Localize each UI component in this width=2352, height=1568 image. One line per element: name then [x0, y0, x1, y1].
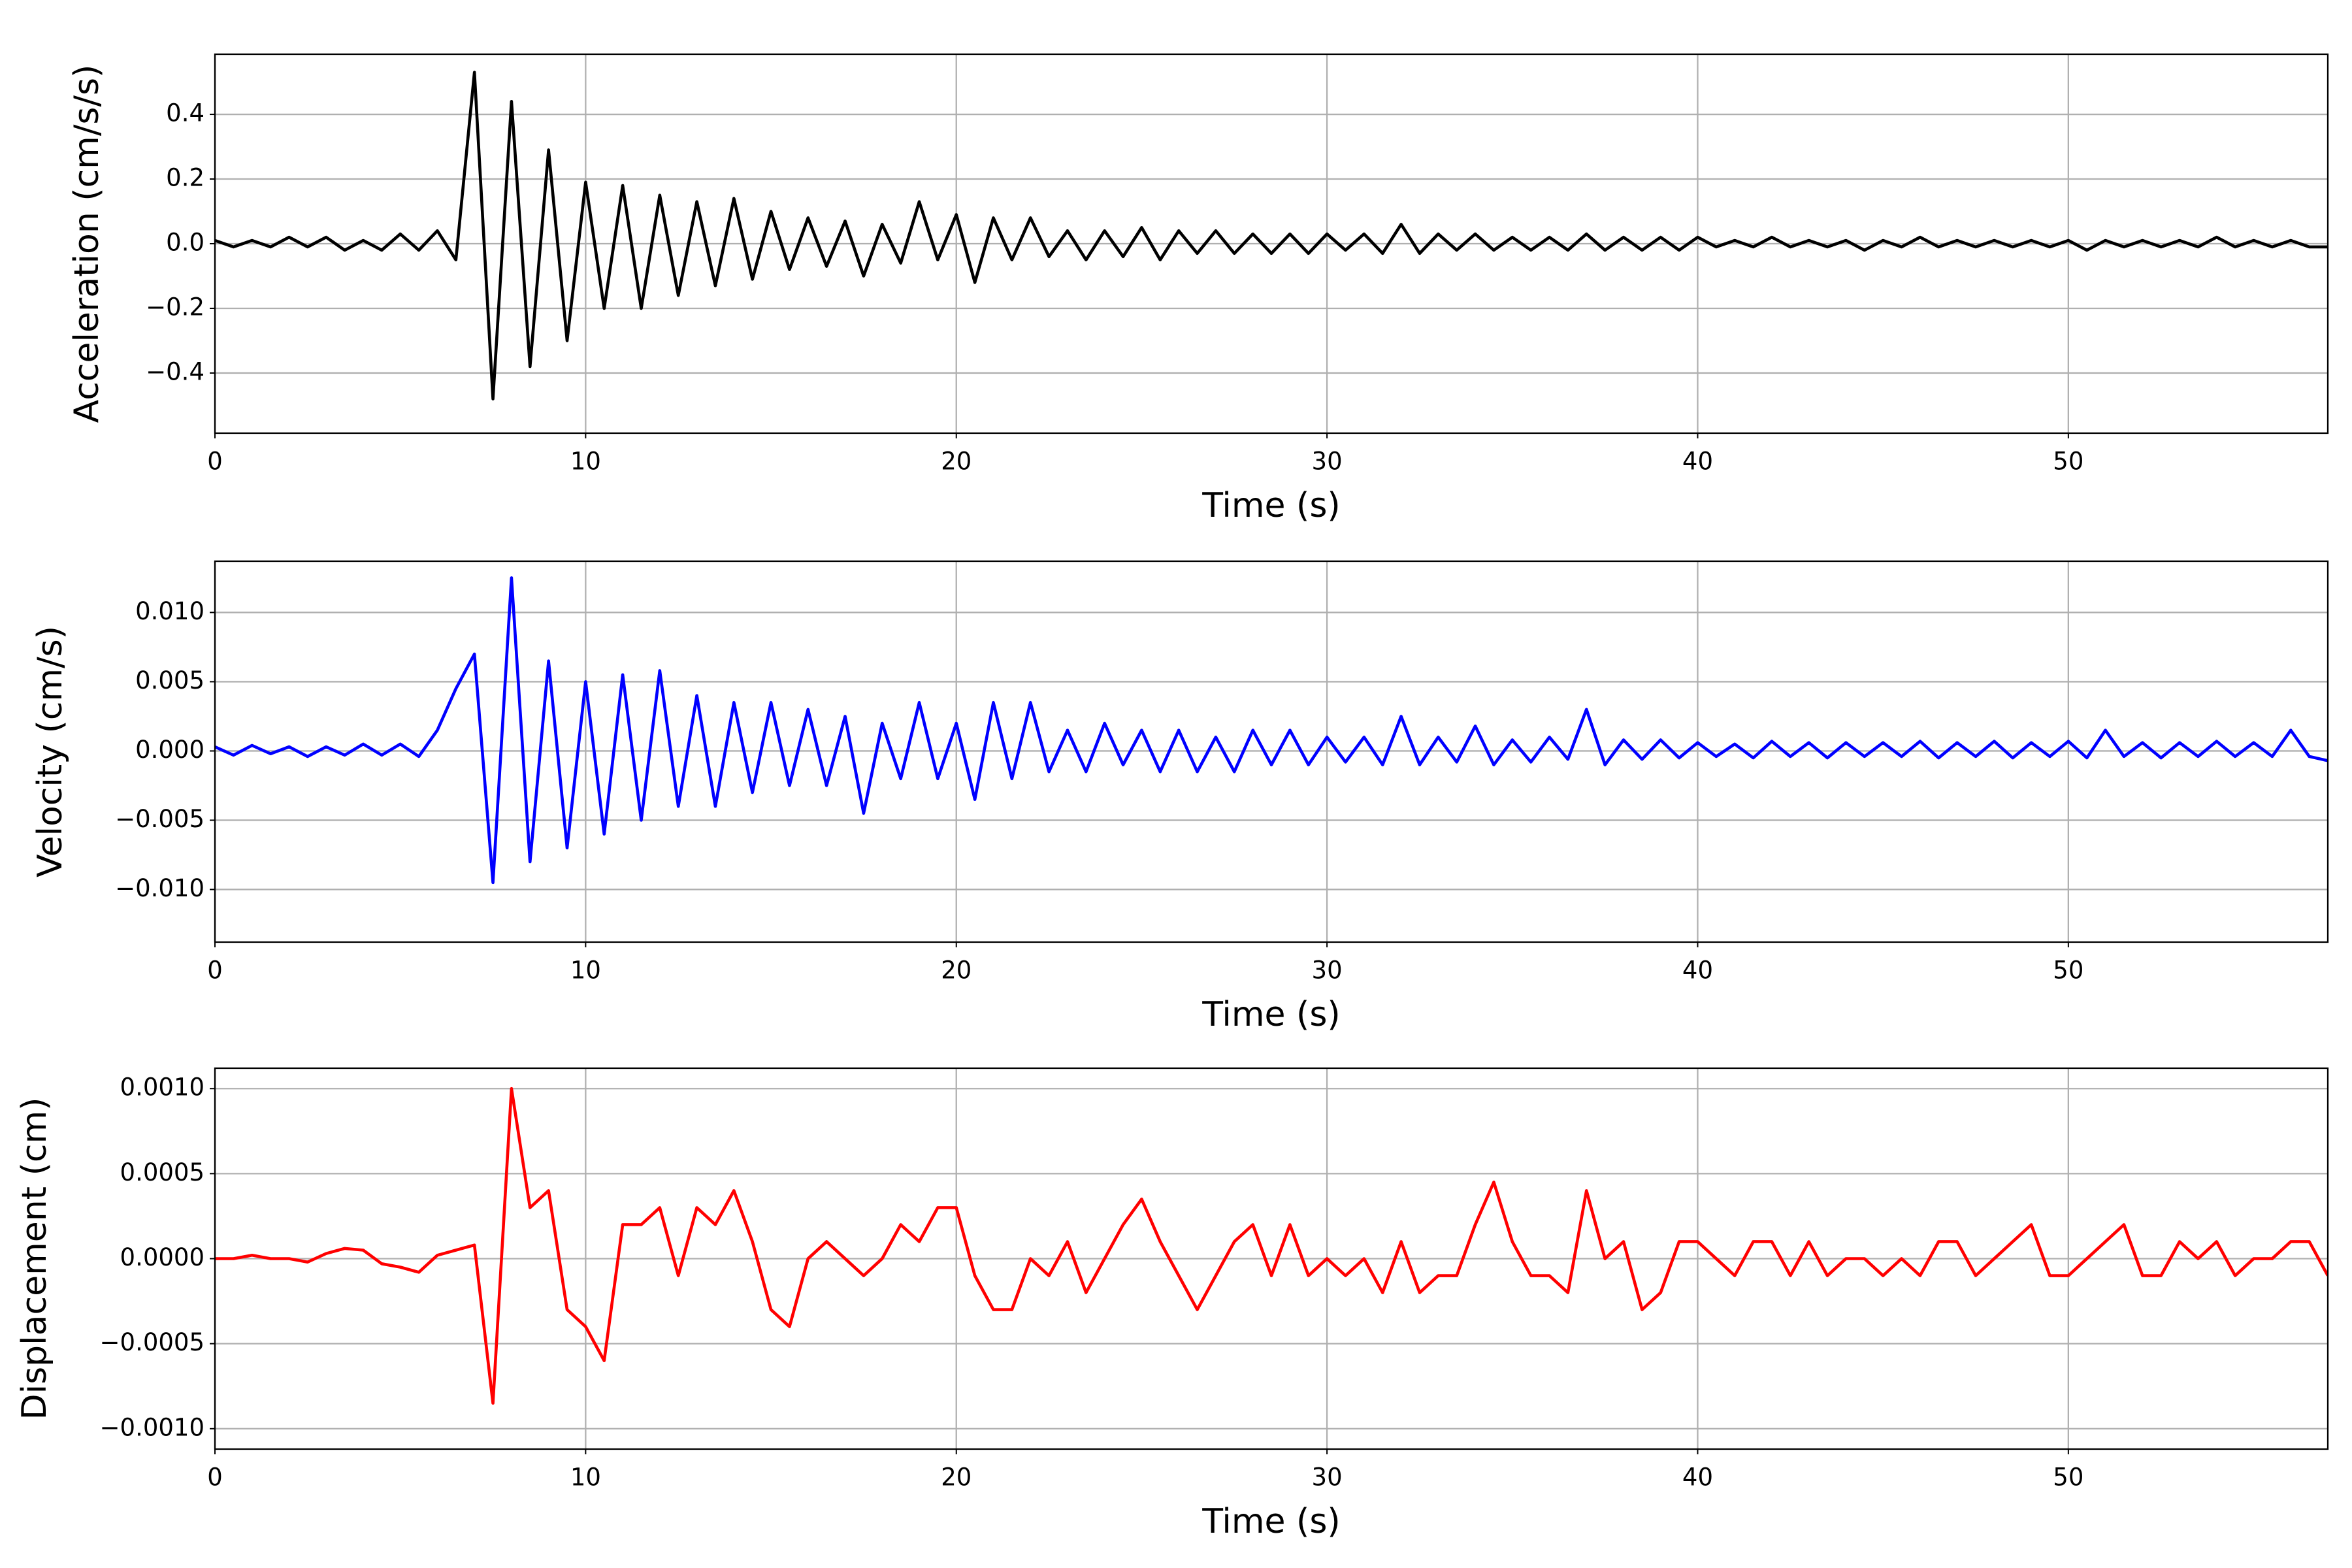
- y-tick-label: −0.4: [146, 357, 204, 385]
- x-tick-label: 10: [570, 956, 601, 985]
- y-tick-label: −0.0010: [100, 1413, 204, 1441]
- x-tick-label: 30: [1312, 1463, 1343, 1492]
- x-tick-label: 10: [570, 448, 601, 476]
- x-axis-label: Time (s): [1201, 1502, 1340, 1541]
- x-tick-label: 40: [1682, 448, 1713, 476]
- y-tick-label: 0.2: [166, 164, 204, 192]
- y-tick-label: 0.010: [135, 597, 204, 625]
- x-tick-label: 20: [941, 448, 972, 476]
- y-axis-label: Displacement (cm): [15, 1098, 54, 1420]
- x-tick-label: 40: [1682, 956, 1713, 985]
- y-axis-label: Acceleration (cm/s/s): [67, 65, 106, 423]
- y-tick-label: 0.005: [135, 666, 204, 694]
- x-tick-label: 20: [941, 956, 972, 985]
- x-tick-label: 0: [207, 1463, 223, 1492]
- x-tick-label: 0: [207, 956, 223, 985]
- x-tick-label: 40: [1682, 1463, 1713, 1492]
- axes-frame: [214, 1067, 2329, 1450]
- y-tick-label: −0.0005: [100, 1328, 204, 1356]
- x-tick-label: 50: [2053, 956, 2083, 985]
- data-line: [215, 71, 2328, 400]
- y-tick-label: −0.010: [115, 874, 204, 902]
- axes-frame: [214, 560, 2329, 943]
- x-tick-label: 30: [1312, 448, 1343, 476]
- y-tick-label: 0.0000: [120, 1243, 204, 1271]
- y-tick-label: 0.0010: [120, 1073, 204, 1102]
- y-tick-label: −0.2: [146, 293, 204, 321]
- x-tick-label: 20: [941, 1463, 972, 1492]
- y-tick-label: 0.4: [166, 99, 204, 127]
- x-tick-label: 10: [570, 1463, 601, 1492]
- y-tick-label: 0.0: [166, 229, 204, 257]
- x-tick-label: 50: [2053, 448, 2083, 476]
- y-tick-label: −0.005: [115, 805, 204, 833]
- x-axis-label: Time (s): [1201, 486, 1340, 525]
- x-tick-label: 30: [1312, 956, 1343, 985]
- x-axis-label: Time (s): [1201, 995, 1340, 1034]
- x-tick-label: 50: [2053, 1463, 2083, 1492]
- y-axis-label: Velocity (cm/s): [31, 626, 70, 877]
- y-tick-label: 0.000: [135, 736, 204, 764]
- data-line: [215, 1086, 2328, 1405]
- y-tick-label: 0.0005: [120, 1158, 204, 1186]
- x-tick-label: 0: [207, 448, 223, 476]
- data-line: [215, 576, 2328, 885]
- axes-frame: [214, 53, 2329, 434]
